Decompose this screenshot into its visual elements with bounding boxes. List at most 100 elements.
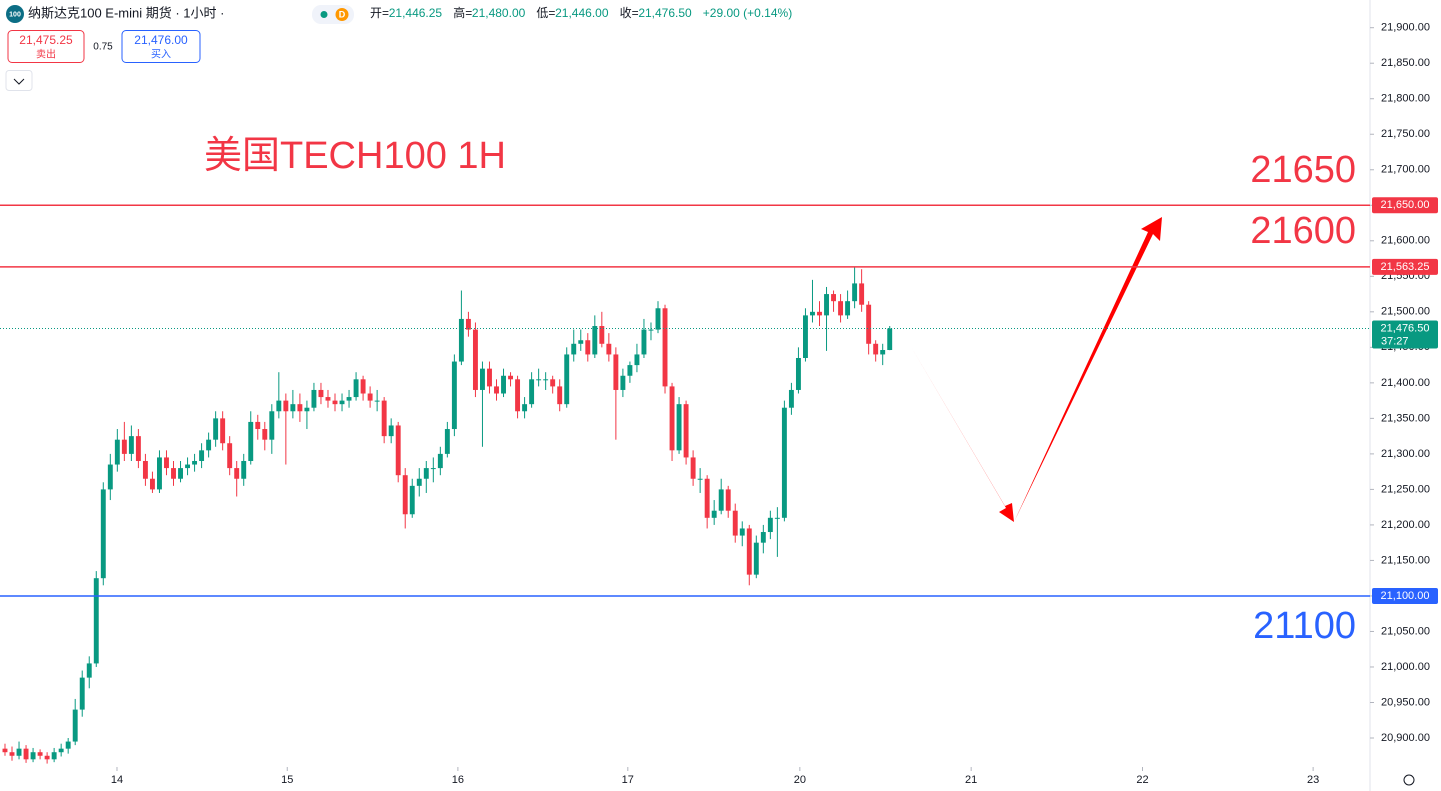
- candle-body: [9, 752, 15, 756]
- candle-body: [550, 379, 556, 387]
- buy-price: 21,476.00: [134, 33, 188, 47]
- annotation: 21100: [1253, 605, 1356, 647]
- y-tick-label: 21,850.00: [1381, 57, 1430, 69]
- candle-body: [472, 329, 478, 390]
- candle-body: [206, 439, 212, 451]
- candle-body: [234, 468, 240, 479]
- candle-body: [346, 397, 352, 401]
- candle-body: [887, 328, 893, 351]
- candle-body: [564, 354, 570, 405]
- candle-body: [852, 283, 858, 302]
- symbol[interactable]: 纳斯达克100 E-mini 期货 · 1小时 ·: [28, 5, 224, 20]
- candle-body: [72, 709, 78, 742]
- y-tick-label: 21,500.00: [1381, 306, 1430, 318]
- candle-body: [220, 418, 226, 444]
- y-tick-label: 21,800.00: [1381, 93, 1430, 105]
- candle-body: [430, 468, 436, 470]
- candle-body: [859, 283, 865, 305]
- candle-body: [487, 368, 492, 387]
- countdown: 37:27: [1381, 335, 1409, 347]
- candle-body: [423, 468, 429, 479]
- level-label-box: [1372, 587, 1438, 604]
- candle-body: [451, 361, 457, 430]
- candle-body: [810, 311, 815, 316]
- candle-body: [269, 411, 275, 440]
- last-price-box: [1372, 320, 1438, 349]
- candle-body: [100, 489, 106, 579]
- y-tick-label: 21,350.00: [1381, 412, 1430, 424]
- candle-body: [30, 752, 36, 760]
- candle-body: [873, 343, 879, 355]
- level-label: 21,100.00: [1381, 590, 1430, 602]
- candle-body: [838, 301, 844, 316]
- ohlc-legend: 开= 21,446.25 高= 21,480.00 低= 21,446.00 收= 21,47…: [370, 5, 792, 20]
- candle-body: [845, 301, 851, 316]
- candle-body: [395, 425, 401, 476]
- up-arrow: [1014, 217, 1162, 522]
- candle-body: [23, 748, 29, 760]
- candle-body: [704, 478, 710, 518]
- y-tick-label: 21,600.00: [1381, 235, 1430, 247]
- ohlc-label: 收=: [620, 6, 639, 20]
- candle-body: [290, 404, 296, 412]
- candle-body: [44, 755, 50, 760]
- settings-icon[interactable]: [1403, 774, 1415, 786]
- candle-body: [157, 457, 162, 490]
- candle-body: [51, 752, 57, 760]
- candle-body: [746, 528, 752, 575]
- candle-body: [683, 404, 689, 458]
- candle-body: [114, 439, 120, 465]
- candle-body: [760, 532, 766, 543]
- candle-body: [213, 418, 219, 440]
- candle-body: [662, 308, 668, 387]
- candle-body: [494, 386, 499, 394]
- chevron: [13, 78, 25, 85]
- candle-body: [458, 318, 464, 362]
- candle-body: [753, 542, 759, 575]
- session: D: [339, 9, 346, 19]
- annotation: 21600: [1250, 210, 1356, 252]
- candle-body: [185, 464, 191, 469]
- x-tick-label: 17: [622, 774, 634, 786]
- candle-body: [107, 464, 113, 490]
- candle-body: [192, 460, 198, 465]
- y-tick-label: 21,750.00: [1381, 128, 1430, 140]
- sell-button[interactable]: [7, 30, 85, 63]
- candle-body: [248, 421, 254, 461]
- y-tick-label: 21,400.00: [1381, 377, 1430, 389]
- candle-body: [543, 379, 549, 381]
- candle-body: [788, 389, 794, 408]
- y-tick-label: 21,900.00: [1381, 22, 1430, 34]
- candle-body: [135, 436, 141, 461]
- candle-body: [2, 748, 8, 753]
- x-tick-label: 21: [965, 774, 977, 786]
- y-tick-label: 21,000.00: [1381, 661, 1430, 673]
- y-tick-label: 21,150.00: [1381, 554, 1430, 566]
- candle-body: [128, 436, 134, 454]
- y-tick-label: 20,900.00: [1381, 732, 1430, 744]
- candle-body: [142, 460, 148, 479]
- candle-body: [283, 400, 289, 412]
- y-tick-label: 21,700.00: [1381, 164, 1430, 176]
- candle-body: [444, 429, 450, 454]
- candle-body: [648, 329, 654, 331]
- candle-body: [711, 510, 717, 518]
- ohlc-value: 21,480.00: [472, 6, 526, 20]
- x-tick-label: 16: [452, 774, 464, 786]
- candle-body: [416, 478, 422, 486]
- candle-body: [311, 389, 317, 408]
- session-badge: [335, 8, 349, 21]
- candle-body: [508, 375, 514, 380]
- x-tick-label: 14: [111, 774, 123, 786]
- ohlc-value: 21,476.50: [638, 6, 692, 20]
- candle-body: [697, 478, 703, 480]
- candle-body: [774, 517, 780, 519]
- level-label-box: [1372, 197, 1438, 214]
- plot-area: [2, 266, 893, 764]
- collapse-button[interactable]: [5, 70, 33, 91]
- status-dot: [320, 11, 328, 18]
- buy-button[interactable]: [121, 30, 201, 63]
- candle-body: [241, 460, 247, 479]
- candle-body: [557, 386, 563, 405]
